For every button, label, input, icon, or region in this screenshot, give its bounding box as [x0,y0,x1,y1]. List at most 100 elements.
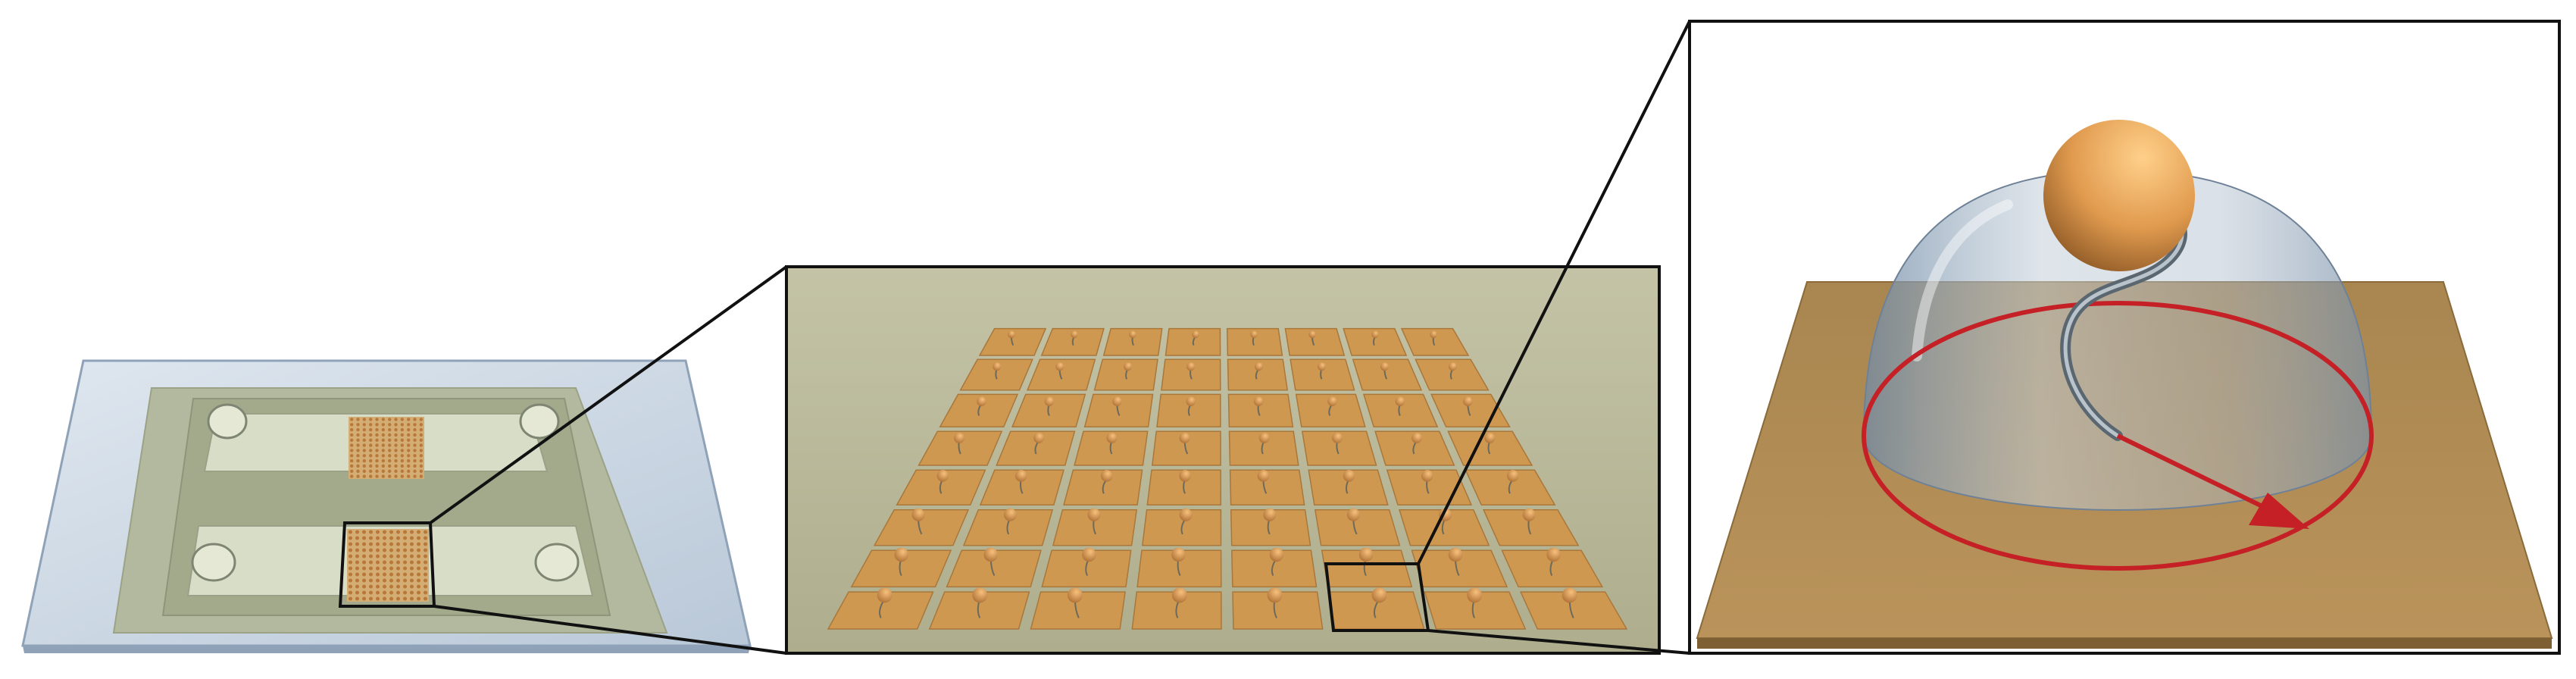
mini-sensor-dot [375,572,380,577]
mini-sensor-dot [419,449,423,452]
mini-sensor-dot [413,443,417,447]
mini-sensor-dot [413,438,417,442]
mini-sensor-dot [402,572,408,577]
mini-sensor-dot [413,458,417,463]
mini-sensor-dot [350,438,354,442]
mini-sensor-dot [356,449,360,452]
mini-sensor-dot [355,554,360,559]
mini-sensor-dot [416,560,421,565]
sensor-sphere [1067,587,1083,603]
sensor-pad [1519,591,1628,630]
mini-sensor-dot [382,590,387,595]
mini-sensor-dot [381,427,385,432]
mini-sensor-dot [413,469,417,473]
sensor-sphere [1430,330,1437,339]
sensor-sphere [1380,362,1389,371]
mini-sensor-dot [375,438,379,442]
mini-sensor-dot [409,572,414,577]
mini-sensor-dot [361,584,367,589]
sensor-sphere [1507,470,1519,482]
mini-sensor-dot [423,530,428,534]
mini-sensor-dot [407,454,411,458]
mini-sensor-dot [368,542,374,546]
sensor-sphere [1087,508,1101,521]
mini-sensor-dot [400,449,404,452]
mini-sensor-dot [368,560,374,565]
flexible-wire-highlight [2063,217,2184,438]
mini-sensor-dot [369,458,373,463]
mini-sensor-dot [375,548,380,552]
mini-sensor-dot [395,560,401,565]
mini-sensor-dot [388,443,392,447]
mini-sensor-dot [361,596,367,601]
mini-sensor-dot [375,542,380,546]
mini-array-bg [349,417,424,479]
mini-sensor-dot [413,464,417,468]
mini-sensor-dot [348,584,353,589]
sensor-sphere [1269,547,1284,562]
mini-sensor-dot [361,560,367,565]
mini-sensor-dot [394,469,398,473]
mini-sensor-dot [381,464,385,468]
sensor-sphere [1263,508,1277,521]
zoom-line [433,605,787,655]
mini-sensor-array-top [349,417,424,479]
sensor-pad [1151,430,1221,466]
sensor-pad [1386,469,1473,506]
sensor-pad [1308,469,1389,506]
sensor-pad [1465,469,1556,506]
mini-sensor-dot [394,433,398,437]
mini-sensor-dot [356,418,360,421]
mini-sensor-dot [382,560,387,565]
sensor-sphere [1082,547,1096,562]
mini-sensor-dot [419,454,423,458]
sensor-sphere [1318,362,1326,371]
mini-sensor-dot [381,474,385,478]
mini-sensor-dot [350,427,354,432]
sensor-sphere [1546,547,1561,562]
mini-sensor-dot [362,458,366,463]
mini-sensor-dot [395,596,401,601]
inlet-port [534,543,580,582]
sensor-pad [1136,549,1222,588]
mini-sensor-dot [375,464,379,468]
mini-sensor-dot [355,590,360,595]
mini-sensor-dot [350,469,354,473]
sensor-sphere [1179,470,1191,482]
mini-sensor-dot [400,423,404,427]
mini-sensor-dot [400,433,404,437]
sensor-pad [1415,358,1490,391]
mini-sensor-dot [388,433,392,437]
mini-sensor-dot [356,469,360,473]
mini-sensor-dot [423,536,428,540]
mini-sensor-dot [375,530,380,534]
mini-sensor-dot [402,542,408,546]
mini-sensor-dot [375,433,379,437]
sensor-sphere [983,547,999,562]
mini-sensor-dot [381,458,385,463]
mini-sensor-dot [395,548,401,552]
mini-sensor-dot [423,572,428,577]
mini-sensor-dot [382,554,387,559]
sensor-sphere [1421,470,1433,482]
mini-sensor-dot [400,418,404,421]
mini-sensor-dot [395,566,401,571]
sensor-sphere [1101,470,1113,482]
mini-sensor-dot [394,449,398,452]
mini-sensor-dot [381,449,385,452]
mini-sensor-dot [394,464,398,468]
mini-sensor-dot [369,474,373,478]
sensor-sphere [954,432,964,443]
mini-sensor-dot [395,578,401,583]
mini-sensor-dot [355,536,360,540]
mini-sensor-dot [362,418,366,421]
sensor-sphere [1448,362,1457,371]
deflection-circle [1862,301,2374,571]
mini-sensor-dot [409,554,414,559]
mini-sensor-dot [400,443,404,447]
mini-sensor-dot [350,458,354,463]
mini-sensor-dot [394,438,398,442]
mini-sensor-dot [389,530,394,534]
mini-sensor-dot [375,474,379,478]
mini-sensor-dot [350,454,354,458]
